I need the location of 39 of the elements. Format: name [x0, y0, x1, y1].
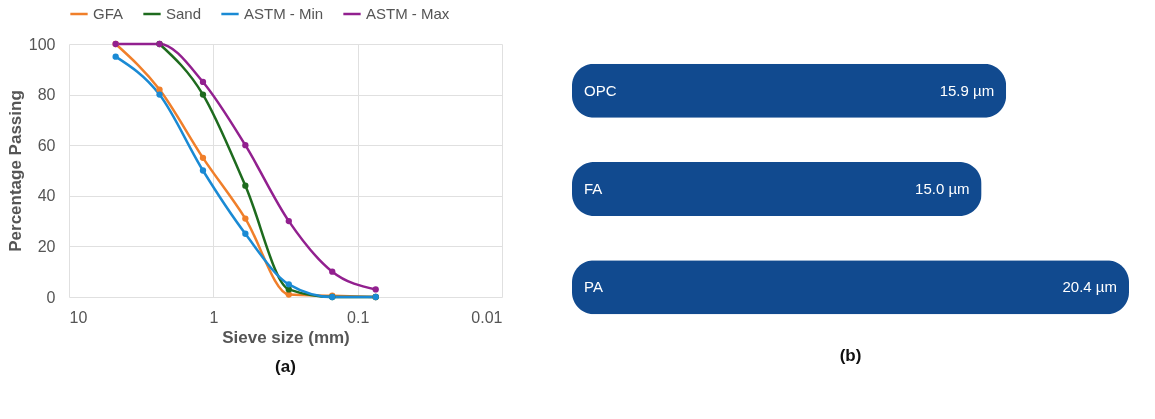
point	[242, 142, 249, 149]
text: (a)	[275, 357, 296, 376]
y-axis-title: Percentage Passing	[5, 90, 25, 252]
point	[285, 217, 292, 225]
annotation: (b)	[839, 346, 862, 365]
legend-label: ASTM - Max	[366, 5, 450, 22]
point	[199, 154, 207, 162]
point	[285, 286, 292, 293]
legend-label: GFA	[93, 5, 124, 22]
y-tick-label: OPC	[584, 81, 617, 99]
point	[199, 167, 207, 174]
x-tick-label: 1	[209, 308, 219, 326]
point	[199, 91, 207, 98]
y-tick-label: 80	[37, 86, 56, 104]
x-tick-label: 0.01	[471, 308, 503, 326]
point	[329, 268, 336, 275]
data-label: 15.9 µm	[939, 81, 995, 99]
x-tick-label: 0.1	[347, 308, 370, 326]
y-tick-label: FA	[584, 180, 603, 197]
data-label: 20.4 µm	[1062, 278, 1117, 296]
legend-label: ASTM - Min	[244, 5, 324, 22]
y-tick-label: 40	[37, 187, 56, 205]
point	[372, 286, 379, 293]
x-tick-label: 10	[69, 308, 88, 326]
point	[242, 182, 249, 189]
point	[156, 91, 163, 98]
y-tick-label: 60	[37, 136, 56, 154]
y-tick-label: PA	[584, 278, 603, 296]
legend-label: Sand	[166, 5, 202, 22]
y-tick-label: 20	[37, 237, 56, 255]
point	[199, 78, 207, 86]
point	[285, 281, 292, 288]
data-label: 15.0 µm	[915, 180, 970, 197]
point	[242, 230, 249, 237]
point	[112, 53, 119, 60]
point	[242, 215, 249, 222]
y-tick-label: 100	[28, 35, 56, 53]
y-tick-label: 0	[46, 288, 56, 306]
x-axis-title: Sieve size (mm)	[222, 327, 350, 347]
